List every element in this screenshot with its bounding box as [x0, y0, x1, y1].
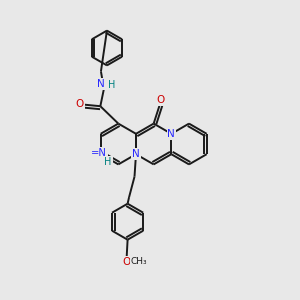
Text: CH₃: CH₃ — [130, 257, 147, 266]
Text: O: O — [76, 99, 84, 109]
Text: H: H — [108, 80, 115, 90]
Text: =N: =N — [91, 148, 107, 158]
Text: O: O — [156, 95, 165, 105]
Text: N: N — [132, 149, 140, 159]
Text: H: H — [104, 157, 112, 167]
Text: N: N — [98, 79, 105, 89]
Text: N: N — [167, 129, 175, 139]
Text: O: O — [122, 257, 130, 267]
